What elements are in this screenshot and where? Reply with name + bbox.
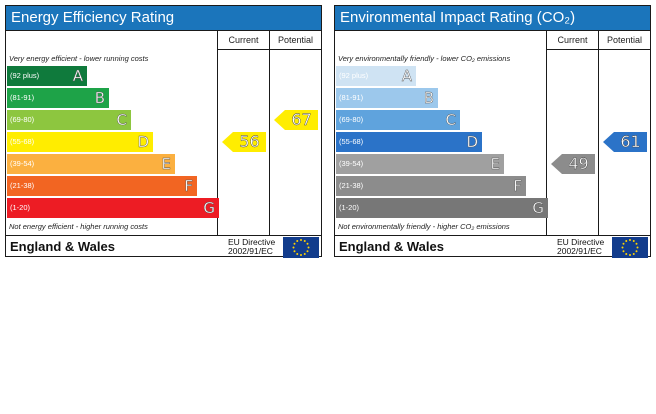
band-range-label: (21-38) xyxy=(339,181,364,190)
band-letter: E xyxy=(161,155,171,173)
band-letter: C xyxy=(445,111,456,129)
eu-directive-label: EU Directive 2002/91/EC xyxy=(228,237,276,256)
rating-chart: Current Potential Very energy efficient … xyxy=(6,31,321,235)
panel-title: Energy Efficiency Rating xyxy=(6,6,321,31)
rating-band-f: (21-38) F xyxy=(336,176,526,196)
band-range-label: (1-20) xyxy=(339,203,360,212)
impact-note-top: Very environmentally friendly - lower CO… xyxy=(338,54,511,63)
impact-note-bottom: Not environmentally friendly - higher CO… xyxy=(338,222,510,231)
rating-band-f: (21-38) F xyxy=(7,176,197,196)
band-range-label: (92 plus) xyxy=(10,71,40,80)
rating-band-g: (1-20) G xyxy=(336,198,548,218)
band-range-label: (55-68) xyxy=(10,137,35,146)
rating-band-a: (92 plus) A xyxy=(7,66,87,86)
current-rating-arrow: 56 xyxy=(222,132,266,152)
band-range-label: (1-20) xyxy=(10,203,31,212)
rating-value: 56 xyxy=(239,132,260,151)
band-range-label: (81-91) xyxy=(10,93,35,102)
rating-band-a: (92 plus) A xyxy=(336,66,416,86)
environmental-impact-panel: Environmental Impact Rating (CO₂) Curren… xyxy=(334,5,651,258)
eu-directive-label: EU Directive 2002/91/EC xyxy=(557,237,605,256)
band-range-label: (69-80) xyxy=(339,115,364,124)
band-letter: G xyxy=(203,199,215,217)
band-range-label: (39-54) xyxy=(10,159,35,168)
rating-band-c: (69-80) C xyxy=(7,110,131,130)
energy-efficiency-panel: Energy Efficiency Rating Current Potenti… xyxy=(5,5,322,258)
band-letter: B xyxy=(94,89,105,107)
rating-value: 61 xyxy=(620,132,641,151)
band-letter: A xyxy=(401,67,413,85)
panel-title: Environmental Impact Rating (CO₂) xyxy=(335,6,650,31)
potential-rating-arrow: 67 xyxy=(274,110,318,130)
rating-band-b: (81-91) B xyxy=(7,88,109,108)
rating-band-b: (81-91) B xyxy=(336,88,438,108)
band-letter: C xyxy=(116,111,127,129)
band-range-label: (69-80) xyxy=(10,115,35,124)
rating-band-e: (39-54) E xyxy=(336,154,504,174)
eu-flag-icon xyxy=(283,237,319,258)
band-range-label: (92 plus) xyxy=(339,71,369,80)
band-range-label: (21-38) xyxy=(10,181,35,190)
band-letter: A xyxy=(72,67,84,85)
region-label: England & Wales xyxy=(10,239,115,254)
band-letter: E xyxy=(490,155,500,173)
efficiency-note-bottom: Not energy efficient - higher running co… xyxy=(9,222,148,231)
rating-band-c: (69-80) C xyxy=(336,110,460,130)
band-letter: G xyxy=(532,199,544,217)
rating-band-d: (55-68) D xyxy=(336,132,482,152)
potential-rating-arrow: 61 xyxy=(603,132,647,152)
rating-band-d: (55-68) D xyxy=(7,132,153,152)
rating-value: 67 xyxy=(291,110,312,129)
region-label: England & Wales xyxy=(339,239,444,254)
potential-column-header: Potential xyxy=(606,35,643,45)
panel-footer: England & Wales EU Directive 2002/91/EC xyxy=(6,235,321,258)
rating-band-e: (39-54) E xyxy=(7,154,175,174)
band-letter: F xyxy=(184,177,193,195)
efficiency-note-top: Very energy efficient - lower running co… xyxy=(9,54,149,63)
rating-chart: Current Potential Very environmentally f… xyxy=(335,31,650,235)
current-column-header: Current xyxy=(557,35,588,45)
band-letter: D xyxy=(137,133,149,151)
band-letter: D xyxy=(466,133,478,151)
rating-value: 49 xyxy=(568,154,589,173)
band-range-label: (81-91) xyxy=(339,93,364,102)
band-letter: F xyxy=(513,177,522,195)
current-column-header: Current xyxy=(228,35,259,45)
rating-band-g: (1-20) G xyxy=(7,198,219,218)
band-letter: B xyxy=(423,89,434,107)
band-range-label: (55-68) xyxy=(339,137,364,146)
eu-flag-icon xyxy=(612,237,648,258)
band-range-label: (39-54) xyxy=(339,159,364,168)
panel-footer: England & Wales EU Directive 2002/91/EC xyxy=(335,235,650,258)
current-rating-arrow: 49 xyxy=(551,154,595,174)
potential-column-header: Potential xyxy=(277,35,314,45)
